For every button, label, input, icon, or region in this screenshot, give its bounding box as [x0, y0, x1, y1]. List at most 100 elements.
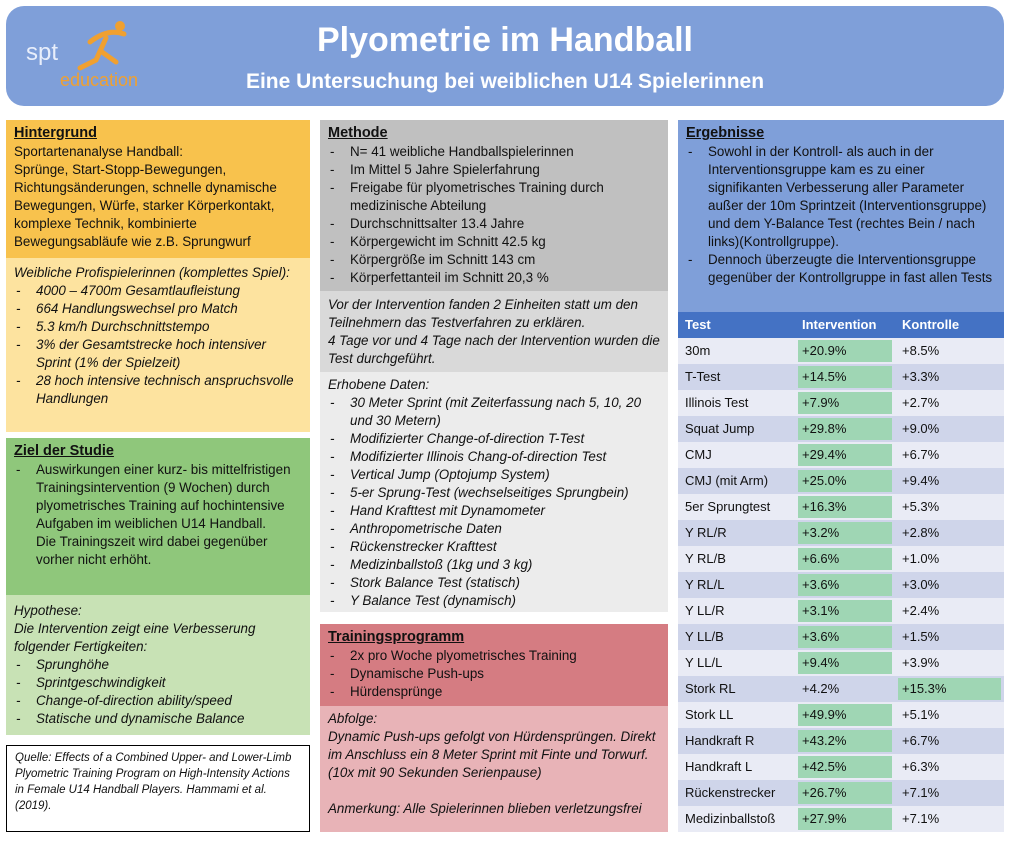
cell-text: +3.6% — [802, 577, 840, 592]
cell-text: +29.4% — [802, 447, 847, 462]
list-item: 30 Meter Sprint (mit Zeiterfassung nach … — [328, 394, 660, 430]
cell-text: Y LL/R — [685, 603, 725, 618]
table-cell: +42.5% — [795, 754, 895, 780]
table-cell: Y LL/B — [678, 624, 795, 650]
table-cell: +3.2% — [795, 520, 895, 546]
ziel-box: Ziel der Studie Auswirkungen einer kurz-… — [6, 438, 310, 595]
cell-text: +25.0% — [802, 473, 847, 488]
cell-text: +9.4% — [802, 655, 840, 670]
cell-text: Y RL/R — [685, 525, 727, 540]
table-cell: Stork RL — [678, 676, 795, 702]
cell-text: Rückenstrecker — [685, 785, 776, 800]
significance-highlight — [798, 730, 892, 752]
table-cell: +6.7% — [895, 728, 1004, 754]
table-cell: +15.3% — [895, 676, 1004, 702]
column-header: Test — [678, 312, 795, 338]
table-cell: 30m — [678, 338, 795, 364]
significance-highlight — [798, 600, 892, 622]
title: Plyometrie im Handball — [317, 21, 693, 59]
cell-text: +8.5% — [902, 343, 940, 358]
table-cell: +3.6% — [795, 572, 895, 598]
cell-text: Medizinballstoß — [685, 811, 776, 826]
table-row: Stork RL +4.2% +15.3% — [678, 676, 1004, 702]
list-item: Im Mittel 5 Jahre Spielerfahrung — [328, 161, 660, 179]
list: Sowohl in der Kontroll- als auch in der … — [686, 143, 996, 287]
list: Auswirkungen einer kurz- bis mittelfrist… — [14, 461, 302, 533]
methode-box: Methode N= 41 weibliche Handballspieleri… — [320, 120, 668, 291]
table-cell: +3.1% — [795, 598, 895, 624]
cell-text: +43.2% — [802, 733, 847, 748]
list: N= 41 weibliche HandballspielerinnenIm M… — [328, 143, 660, 287]
table-cell: +3.0% — [895, 572, 1004, 598]
table-cell: Y LL/R — [678, 598, 795, 624]
cell-text: +1.5% — [902, 629, 940, 644]
logo-runner — [77, 29, 127, 71]
table-cell: +2.8% — [895, 520, 1004, 546]
cell-text: +5.3% — [902, 499, 940, 514]
logo: spt education — [26, 21, 138, 90]
header-row: Test Intervention Kontrolle — [678, 312, 1004, 338]
cell-text: CMJ — [685, 447, 712, 462]
significance-highlight — [798, 574, 892, 596]
list-item: Vertical Jump (Optojump System) — [328, 466, 660, 484]
significance-highlight — [798, 366, 892, 388]
list-item: Körperfettanteil im Schnitt 20,3 % — [328, 269, 660, 287]
significance-highlight — [798, 444, 892, 466]
list-item: Medizinballstoß (1kg und 3 kg) — [328, 556, 660, 574]
list: 2x pro Woche plyometrisches TrainingDyna… — [328, 647, 660, 701]
list: SprunghöheSprintgeschwindigkeitChange-of… — [14, 656, 302, 728]
cell-text: +3.3% — [902, 369, 940, 384]
cell-text: +6.7% — [902, 447, 940, 462]
table-cell: +7.1% — [895, 806, 1004, 832]
cell-text: +3.2% — [802, 525, 840, 540]
list-item: 5-er Sprung-Test (wechselseitiges Sprung… — [328, 484, 660, 502]
table-cell: +6.3% — [895, 754, 1004, 780]
cell-text: +3.9% — [902, 655, 940, 670]
list-item: Statische und dynamische Balance — [14, 710, 302, 728]
table-body: 30m +20.9% +8.5% T-Test +14.5% +3.3% Illinois … — [678, 338, 1004, 832]
table-cell: Illinois Test — [678, 390, 795, 416]
significance-highlight — [798, 470, 892, 492]
table-cell: CMJ — [678, 442, 795, 468]
significance-highlight — [798, 756, 892, 778]
ergebnisse-box: Ergebnisse Sowohl in der Kontroll- als a… — [678, 120, 1004, 312]
table-cell: +2.7% — [895, 390, 1004, 416]
table-cell: Squat Jump — [678, 416, 795, 442]
table-cell: +6.6% — [795, 546, 895, 572]
cell-text: Y RL/L — [685, 577, 725, 592]
table-cell: +3.3% — [895, 364, 1004, 390]
cell-text: +42.5% — [802, 759, 847, 774]
cell-text: +29.8% — [802, 421, 847, 436]
table-cell: +29.4% — [795, 442, 895, 468]
list-item: Auswirkungen einer kurz- bis mittelfrist… — [14, 461, 302, 533]
cell-text: +15.3% — [902, 681, 947, 696]
table-row: Y LL/B +3.6% +1.5% — [678, 624, 1004, 650]
table-cell: +7.9% — [795, 390, 895, 416]
text: Die Trainingszeit wird dabei gegenüber v… — [36, 534, 268, 567]
list-item: Körpergewicht im Schnitt 42.5 kg — [328, 233, 660, 251]
list-item: Change-of-direction ability/speed — [14, 692, 302, 710]
text: Abfolge: — [328, 711, 378, 726]
table-cell: 5er Sprungtest — [678, 494, 795, 520]
significance-highlight — [798, 704, 892, 726]
text: Anmerkung: Alle Spielerinnen blieben ver… — [328, 801, 642, 816]
list-item: Dennoch überzeugte die Interventionsgrup… — [686, 251, 996, 287]
cell-text: +27.9% — [802, 811, 847, 826]
cell-text: +6.3% — [902, 759, 940, 774]
table-cell: +1.0% — [895, 546, 1004, 572]
table-cell: CMJ (mit Arm) — [678, 468, 795, 494]
list-item: 664 Handlungswechsel pro Match — [14, 300, 302, 318]
hypothese-box: Hypothese: Die Intervention zeigt eine V… — [6, 595, 310, 735]
cell-text: T-Test — [685, 369, 721, 384]
list-item: Sprintgeschwindigkeit — [14, 674, 302, 692]
cell-text: +26.7% — [802, 785, 847, 800]
list-item: 2x pro Woche plyometrisches Training — [328, 647, 660, 665]
list-item: Modifizierter Illinois Chang-of-directio… — [328, 448, 660, 466]
cell-text: +4.2% — [802, 681, 840, 696]
significance-highlight — [798, 340, 892, 362]
table-cell: +3.9% — [895, 650, 1004, 676]
quelle-box: Quelle: Effects of a Combined Upper- and… — [6, 745, 310, 832]
table-row: Y RL/R +3.2% +2.8% — [678, 520, 1004, 546]
cell-text: Handkraft L — [685, 759, 753, 774]
